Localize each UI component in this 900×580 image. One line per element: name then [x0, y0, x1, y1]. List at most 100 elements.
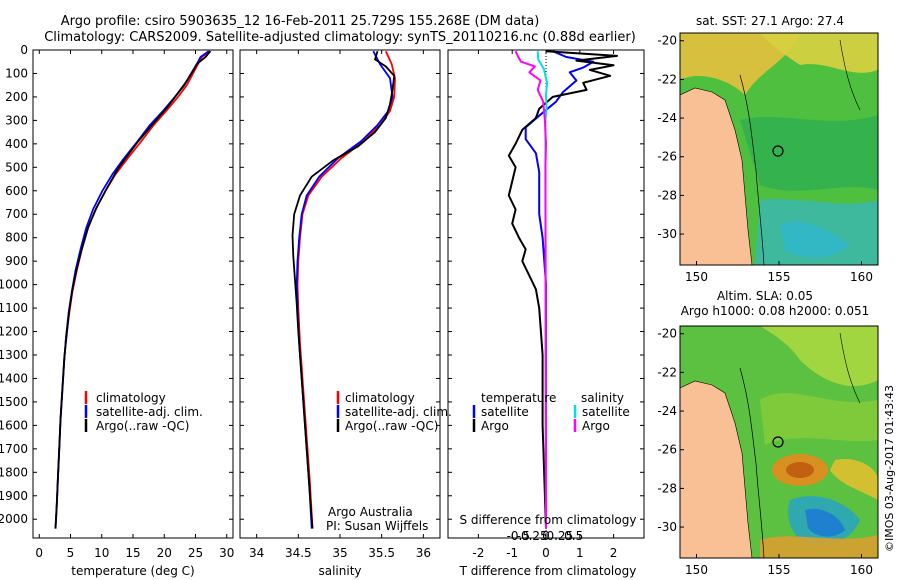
difference-tick-label: 2: [610, 546, 618, 560]
map-lon-label: 155: [768, 270, 791, 284]
difference-s-tick-label: -0.5: [507, 529, 530, 543]
depth-tick-label: 900: [5, 254, 28, 268]
depth-tick-label: 1700: [0, 442, 28, 456]
map-lat-label: -20: [657, 34, 677, 48]
sla-map-isobath: [739, 367, 765, 558]
sla-map-title-1: Altim. SLA: 0.05: [717, 289, 813, 303]
depth-tick-label: 700: [5, 207, 28, 221]
map-lon-label: 155: [768, 563, 791, 577]
depth-tick-label: 1600: [0, 418, 28, 432]
sla-map: [680, 326, 878, 558]
map-lon-label: 150: [685, 563, 708, 577]
temperature-legend: climatology satellite-adj. clim. Argo(..…: [84, 391, 203, 433]
sla-map-isobath-east: [839, 332, 861, 404]
map-lat-label: -26: [657, 443, 677, 457]
sla-map-warm-south: [760, 535, 878, 558]
temperature-legend-argo: Argo(..raw -QC): [96, 419, 189, 433]
difference-xlabel-top: S difference from climatology: [460, 513, 637, 527]
sst-map: [680, 33, 878, 265]
sla-map-eddy-warm-core: [786, 462, 814, 478]
salinity-tick-label: 36: [416, 546, 431, 560]
depth-tick-label: 600: [5, 184, 28, 198]
temperature-legend-climatology: climatology: [96, 391, 166, 405]
map-lat-label: -28: [657, 481, 677, 495]
difference-series: [507, 50, 618, 529]
sst-map-isobath-east: [839, 39, 861, 111]
depth-tick-label: 300: [5, 113, 28, 127]
salinity-tick-label: 34: [249, 546, 264, 560]
map-lat-label: -28: [657, 188, 677, 202]
sst-map-land: [680, 87, 753, 265]
depth-axis: 0 100 200 300 400 500 600 700 800 900 1000 1100 1200…: [0, 43, 644, 526]
sla-map-argo-location-marker: [772, 436, 784, 448]
depth-tick-label: 200: [5, 90, 28, 104]
depth-tick-label: 1000: [0, 278, 28, 292]
temperature-tick-label: 20: [157, 546, 172, 560]
difference-tick-label: 0: [542, 546, 550, 560]
header-line-1: Argo profile: csiro 5903635_12 16-Feb-20…: [61, 14, 540, 29]
difference-series-s-argo: [514, 50, 547, 529]
sla-map-land: [680, 380, 753, 558]
salinity-legend-argo: Argo(..raw -QC): [345, 419, 438, 433]
sst-map-isobath: [739, 74, 765, 265]
temperature-tick-label: 0: [35, 546, 43, 560]
difference-xlabel: T difference from climatology: [459, 564, 637, 578]
difference-legend: temperature satellite Argo salinity sate…: [472, 391, 630, 433]
salinity-tick-label: 34.5: [285, 546, 312, 560]
map-lon-label: 160: [850, 270, 873, 284]
temperature-tick-label: 25: [188, 546, 203, 560]
temperature-series: [54, 50, 212, 529]
map-lat-label: -26: [657, 150, 677, 164]
map-lat-label: -30: [657, 227, 677, 241]
temperature-tick-label: 10: [94, 546, 109, 560]
salinity-legend-climatology: climatology: [345, 391, 415, 405]
depth-tick-label: 1300: [0, 348, 28, 362]
salinity-annotation-program: Argo Australia: [328, 505, 413, 519]
sla-map-ticks: 150 155 160 -20 -22 -24 -26 -28 -30: [657, 327, 873, 577]
difference-series-t-argo: [507, 50, 618, 529]
salinity-tick-label: 35: [332, 546, 347, 560]
header-line-2: Climatology: CARS2009. Satellite-adjuste…: [44, 30, 636, 45]
depth-tick-label: 400: [5, 137, 28, 151]
map-lat-label: -22: [657, 365, 677, 379]
sla-map-warm-east: [830, 459, 878, 500]
depth-tick-label: 1800: [0, 465, 28, 479]
sla-map-title-2: Argo h1000: 0.08 h2000: 0.051: [681, 304, 870, 318]
map-lon-label: 160: [850, 563, 873, 577]
depth-tick-label: 2000: [0, 512, 28, 526]
temperature-tick-label: 15: [125, 546, 140, 560]
salinity-legend: climatology satellite-adj. clim. Argo(..…: [336, 391, 452, 433]
depth-tick-label: 1400: [0, 371, 28, 385]
salinity-xlabel: salinity: [318, 564, 361, 578]
salinity-series-argo: [291, 50, 396, 529]
temperature-tick-label: 5: [67, 546, 75, 560]
depth-tick-label: 1100: [0, 301, 28, 315]
difference-legend-temperature-title: temperature: [481, 391, 556, 405]
depth-tick-label: 0: [20, 43, 28, 57]
sst-map-ticks: 150 155 160 -20 -22 -24 -26 -28 -30: [657, 34, 873, 284]
map-lat-label: -22: [657, 72, 677, 86]
depth-tick-label: 800: [5, 231, 28, 245]
salinity-panel-frame: [239, 49, 441, 539]
temperature-panel-frame: [32, 49, 234, 539]
depth-tick-label: 1900: [0, 489, 28, 503]
depth-tick-label: 100: [5, 66, 28, 80]
temperature-tick-label: 30: [219, 546, 234, 560]
difference-legend-s-argo: Argo: [582, 419, 610, 433]
difference-s-tick-label: -0.25: [517, 529, 548, 543]
temperature-series-argo: [54, 50, 212, 529]
salinity-x-ticks: 34 34.5 35 35.5 36: [249, 50, 431, 560]
difference-s-tick-label: 0.25: [546, 529, 573, 543]
difference-tick-label: -2: [472, 546, 484, 560]
sst-map-warm-band: [680, 33, 800, 95]
sst-map-title: sat. SST: 27.1 Argo: 27.4: [696, 14, 844, 28]
depth-tick-label: 500: [5, 160, 28, 174]
difference-legend-s-satellite: satellite: [582, 405, 630, 419]
difference-tick-label: -1: [506, 546, 518, 560]
difference-s-tick-label: 0: [542, 529, 550, 543]
depth-tick-label: 1500: [0, 395, 28, 409]
sla-map-mid: [760, 392, 878, 445]
salinity-annotation-pi: PI: Susan Wijffels: [326, 519, 428, 533]
